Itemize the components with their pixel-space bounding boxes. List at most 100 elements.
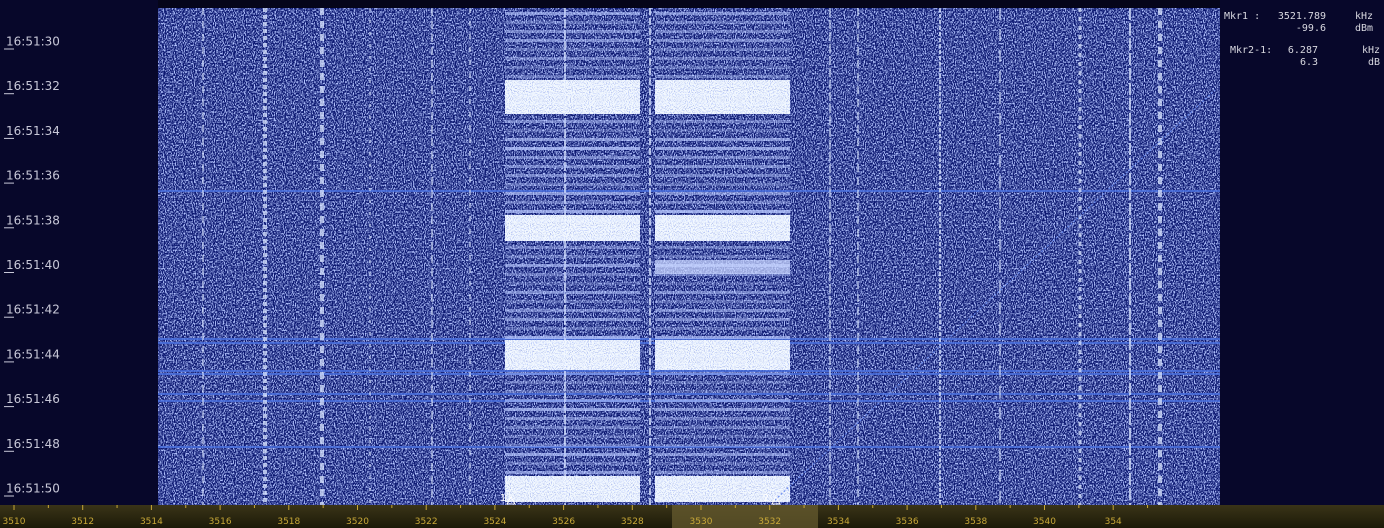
signal-strip	[505, 471, 640, 474]
signal-strip	[655, 399, 790, 402]
signal-strip	[655, 309, 790, 312]
signal-strip	[655, 471, 790, 474]
signal-strip	[655, 12, 790, 15]
signal-strip	[655, 300, 790, 303]
frequency-label: 3536	[896, 517, 919, 527]
signal-strip	[655, 381, 790, 384]
signal-strip	[505, 426, 640, 429]
signal-block-noise	[655, 476, 790, 502]
time-label: 16:51:34	[6, 124, 60, 138]
signal-strip	[505, 156, 640, 159]
frequency-label: 3512	[71, 517, 94, 527]
signal-strip	[505, 165, 640, 168]
interference-line	[158, 393, 1220, 395]
frequency-label: 354	[1105, 517, 1122, 527]
signal-strip	[655, 291, 790, 294]
signal-strip	[505, 48, 640, 51]
signal-strip	[505, 255, 640, 258]
signal-strip	[505, 12, 640, 15]
readout: Mkr1 : 3521.789 kHz -99.6 dBm Mkr2-1: 6.…	[1224, 11, 1380, 68]
signal-strip	[505, 210, 640, 213]
signal-strip	[655, 48, 790, 51]
signal-strip	[505, 147, 640, 150]
signal-strip	[655, 444, 790, 447]
signal-strip	[655, 273, 790, 276]
frequency-label: 3532	[758, 517, 781, 527]
mkr1-level-unit: dBm	[1355, 23, 1373, 34]
marker-label: 1	[500, 493, 506, 504]
signal-strip	[505, 408, 640, 411]
time-column	[0, 0, 158, 505]
signal-strip	[505, 30, 640, 33]
time-label: 16:51:42	[6, 303, 60, 317]
signal-block-noise	[505, 80, 640, 114]
signal-block-noise	[505, 215, 640, 241]
signal-strip	[655, 30, 790, 33]
signal-strip	[655, 39, 790, 42]
signal-strip	[655, 453, 790, 456]
time-label: 16:51:46	[6, 392, 60, 406]
frequency-label: 3540	[1033, 517, 1056, 527]
signal-block-noise	[655, 340, 790, 370]
signal-strip	[505, 66, 640, 69]
signal-strip	[655, 156, 790, 159]
time-label: 16:51:38	[6, 213, 60, 227]
signal-strip	[505, 21, 640, 24]
signal-strip	[655, 327, 790, 330]
marker-label: 2	[763, 493, 769, 504]
signal-strip	[655, 174, 790, 177]
signal-strip	[505, 120, 640, 123]
frequency-label: 3530	[690, 517, 713, 527]
signal-strip	[655, 183, 790, 186]
signal-strip	[505, 462, 640, 465]
signal-strip	[505, 129, 640, 132]
time-label: 16:51:44	[6, 347, 60, 361]
frequency-label: 3528	[621, 517, 644, 527]
signal-strip	[505, 318, 640, 321]
frequency-label: 3518	[277, 517, 300, 527]
signal-strip	[655, 192, 790, 195]
signal-strip	[505, 57, 640, 60]
signal-strip	[655, 390, 790, 393]
signal-strip	[505, 75, 640, 78]
mkr1-label: Mkr1 :	[1224, 11, 1260, 22]
signal-strip	[655, 246, 790, 249]
frequency-label: 3524	[483, 517, 506, 527]
signal-strip	[655, 282, 790, 285]
frequency-label: 3526	[552, 517, 575, 527]
signal-strip	[505, 264, 640, 267]
marker-triangle	[771, 495, 781, 505]
signal-strip	[505, 39, 640, 42]
signal-strip	[655, 147, 790, 150]
signal-strip	[505, 381, 640, 384]
signal-strip	[505, 372, 640, 375]
signal-strip	[505, 273, 640, 276]
signal-strip	[655, 417, 790, 420]
signal-block-noise	[505, 340, 640, 370]
signal-strip	[655, 129, 790, 132]
signal-strip	[655, 165, 790, 168]
interference-line	[158, 373, 1220, 375]
signal-strip	[505, 192, 640, 195]
signal-strip	[505, 282, 640, 285]
frequency-label: 3538	[964, 517, 987, 527]
time-label: 16:51:50	[6, 482, 60, 496]
signal-strip	[655, 255, 790, 258]
signal-strip	[655, 462, 790, 465]
frequency-label: 3520	[346, 517, 369, 527]
readout-panel	[1220, 0, 1384, 505]
signal-strip	[655, 75, 790, 78]
interference-line	[158, 370, 1220, 372]
delta-label: Mkr2-1:	[1230, 45, 1272, 56]
signal-block-noise	[655, 80, 790, 114]
signal-strip	[505, 174, 640, 177]
signal-block-noise	[505, 476, 640, 502]
signal-strip	[505, 336, 640, 339]
mkr1-freq: 3521.789	[1278, 11, 1326, 22]
signal-block-noise	[655, 215, 790, 241]
time-label: 16:51:48	[6, 437, 60, 451]
frequency-label: 3516	[209, 517, 232, 527]
signal-strip	[655, 21, 790, 24]
signal-strip	[505, 417, 640, 420]
